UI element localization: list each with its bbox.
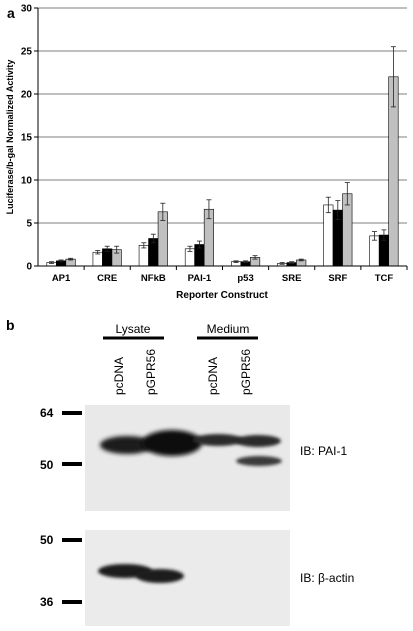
- x-tick-label: p53: [237, 273, 253, 284]
- group-label-lysate: Lysate: [116, 322, 151, 336]
- blot-membrane-actin: [85, 530, 290, 626]
- bar: [323, 204, 334, 267]
- bars: [46, 46, 399, 267]
- y-tick-label: 10: [21, 176, 33, 187]
- bar-chart: a 0 5 10 15 20 25 30 AP1 CRE NFkB PAI-1 p53 SRE SRF T…: [5, 4, 408, 301]
- x-axis-label: Reporter Construct: [176, 290, 268, 301]
- bar: [138, 245, 149, 267]
- lane-label: pcDNA: [206, 357, 220, 395]
- ib-label-actin: IB: β-actin: [300, 571, 354, 585]
- gridlines: [38, 7, 407, 224]
- x-tick-label: PAI-1: [188, 273, 212, 284]
- band-actin: [98, 564, 184, 583]
- y-tick-label: 5: [26, 219, 32, 230]
- y-axis-ticks: 0 5 10 15 20 25 30: [21, 4, 38, 273]
- x-tick-label: AP1: [52, 273, 71, 284]
- y-tick-label: 15: [21, 133, 33, 144]
- marker-label: 64: [40, 406, 54, 420]
- ib-label-pai1: IB: PAI-1: [300, 444, 347, 458]
- y-tick-label: 0: [26, 262, 32, 273]
- x-tick-label: SRE: [282, 273, 302, 284]
- panel-a-label: a: [7, 5, 15, 21]
- marker-label: 50: [40, 458, 54, 472]
- x-tick-label: SRF: [328, 273, 347, 284]
- lane-label: pGPR56: [144, 349, 158, 395]
- y-tick-label: 25: [21, 47, 33, 58]
- band-pai1: [100, 430, 282, 466]
- lane-label: pcDNA: [112, 357, 126, 395]
- y-tick-label: 20: [21, 90, 33, 101]
- x-tick-label: NFkB: [141, 273, 166, 284]
- x-tick-label: CRE: [97, 273, 117, 284]
- lane-label: pGPR56: [239, 349, 253, 395]
- y-axis-label: Luciferase/b-gal Normalized Activity: [5, 60, 15, 215]
- group-label-medium: Medium: [207, 322, 250, 336]
- marker-label: 50: [40, 533, 54, 547]
- marker-label: 36: [40, 595, 54, 609]
- y-tick-label: 30: [21, 4, 33, 15]
- panel-b-label: b: [6, 317, 15, 333]
- x-axis-ticks: AP1 CRE NFkB PAI-1 p53 SRE SRF TCF: [52, 266, 408, 284]
- x-tick-label: TCF: [375, 273, 394, 284]
- western-blot-panel: b Lysate Medium pcDNA pGPR56 pcDNA pGPR5…: [6, 317, 354, 626]
